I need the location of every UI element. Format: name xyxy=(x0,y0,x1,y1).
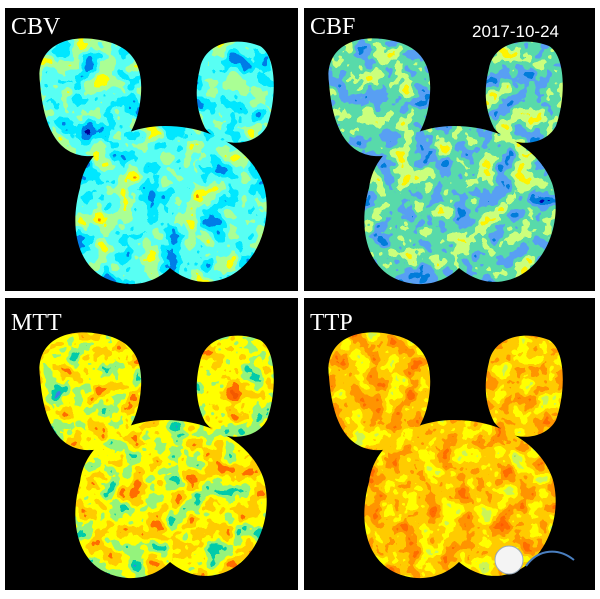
panel-cbv: CBV xyxy=(5,8,298,291)
panel-ttp: TTP xyxy=(304,298,595,590)
watermark-logo xyxy=(494,545,524,575)
date-stamp: 2017-10-24 xyxy=(472,22,559,41)
panel-label: CBF xyxy=(310,14,355,40)
panel-cbf: CBF 2017-10-24 xyxy=(304,8,595,291)
panel-label: TTP xyxy=(310,310,353,336)
panel-label: CBV xyxy=(11,14,61,40)
watermark-swoosh xyxy=(525,550,575,567)
panel-label: MTT xyxy=(11,310,62,336)
panel-mtt: MTT xyxy=(5,298,298,590)
